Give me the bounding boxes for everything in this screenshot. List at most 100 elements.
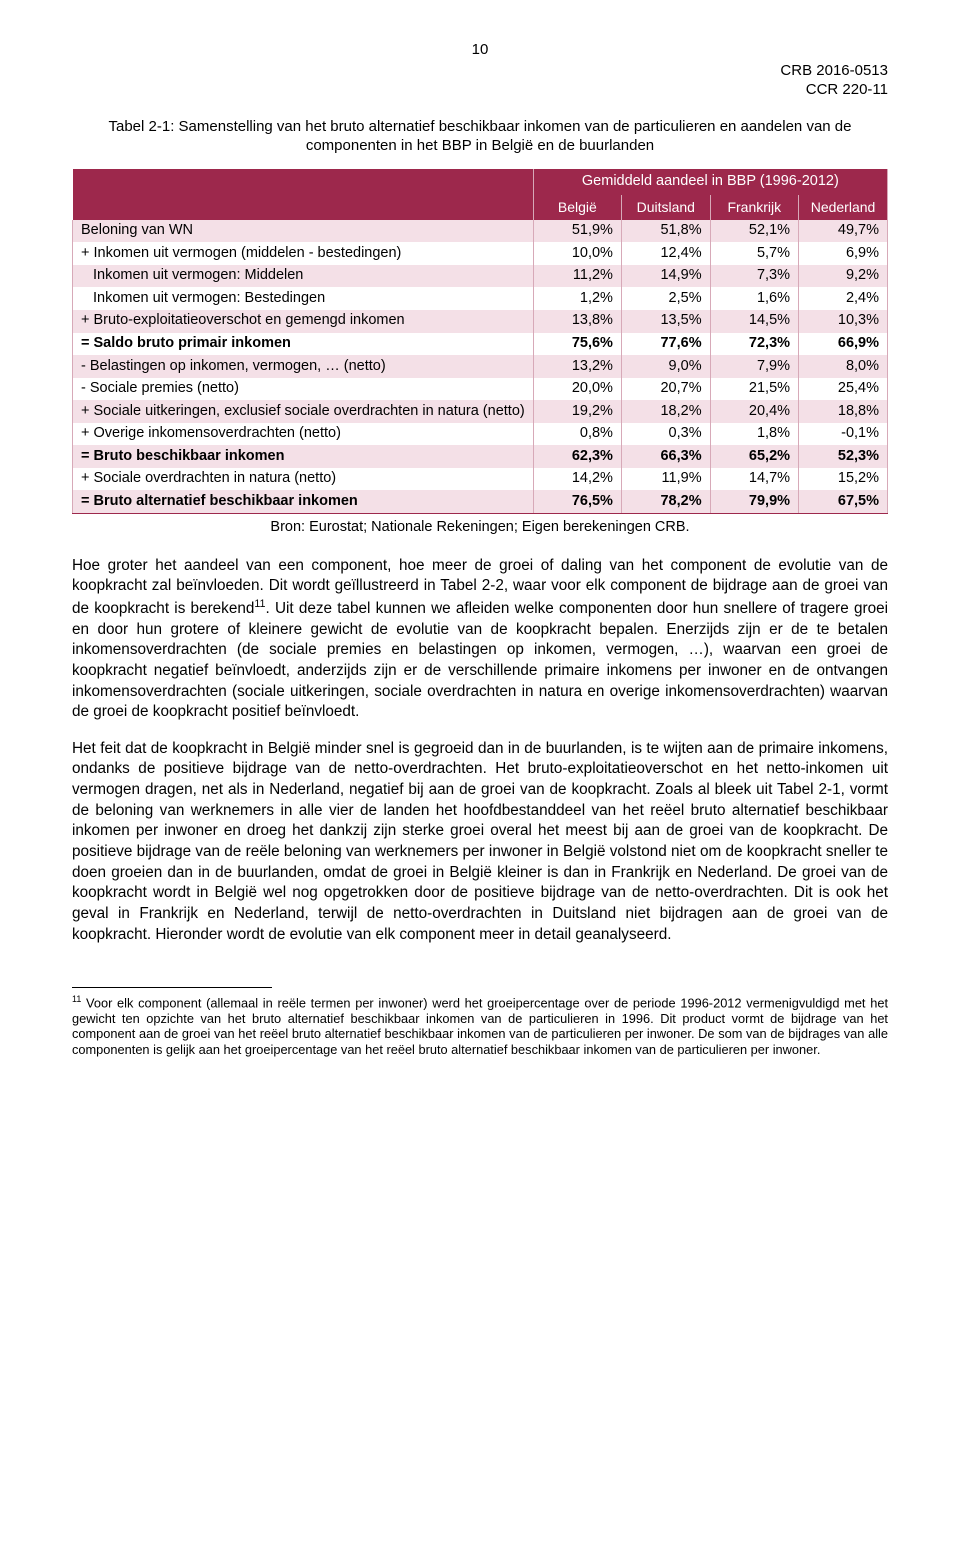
cell-value: 5,7% — [710, 242, 798, 265]
doc-id-2: CCR 220-11 — [806, 81, 888, 98]
cell-value: 65,2% — [710, 445, 798, 468]
table-row: - Belastingen op inkomen, vermogen, … (n… — [73, 355, 888, 378]
cell-value: 13,5% — [621, 310, 710, 333]
cell-value: 49,7% — [799, 220, 888, 243]
page-container: 10 CRB 2016-0513 CCR 220-11 Tabel 2-1: S… — [0, 0, 960, 1087]
table-row: + Bruto-exploitatieoverschot en gemengd … — [73, 310, 888, 333]
paragraph-2: Het feit dat de koopkracht in België min… — [72, 739, 888, 945]
table-row: Beloning van WN51,9%51,8%52,1%49,7% — [73, 220, 888, 243]
cell-value: 21,5% — [710, 378, 798, 401]
column-header: Nederland — [799, 195, 888, 220]
table-title: Tabel 2-1: Samenstelling van het bruto a… — [82, 118, 878, 156]
cell-value: 78,2% — [621, 490, 710, 513]
cell-value: 15,2% — [799, 468, 888, 491]
footnote-separator — [72, 987, 272, 988]
cell-value: 76,5% — [533, 490, 621, 513]
cell-value: 11,2% — [533, 265, 621, 288]
cell-value: 9,0% — [621, 355, 710, 378]
doc-id-1: CRB 2016-0513 — [780, 62, 888, 79]
table-corner — [73, 169, 534, 219]
footnote: 11 Voor elk component (allemaal in reële… — [72, 994, 888, 1057]
cell-value: 1,8% — [710, 423, 798, 446]
cell-value: 0,8% — [533, 423, 621, 446]
row-label: + Overige inkomensoverdrachten (netto) — [73, 423, 534, 446]
document-id: CRB 2016-0513 CCR 220-11 — [72, 62, 888, 100]
row-label: + Inkomen uit vermogen (middelen - beste… — [73, 242, 534, 265]
cell-value: 62,3% — [533, 445, 621, 468]
table-row: - Sociale premies (netto)20,0%20,7%21,5%… — [73, 378, 888, 401]
table-row: + Sociale overdrachten in natura (netto)… — [73, 468, 888, 491]
cell-value: 10,0% — [533, 242, 621, 265]
data-table: Gemiddeld aandeel in BBP (1996-2012) Bel… — [72, 169, 888, 514]
row-label: + Sociale overdrachten in natura (netto) — [73, 468, 534, 491]
row-label: - Sociale premies (netto) — [73, 378, 534, 401]
table-row: + Overige inkomensoverdrachten (netto)0,… — [73, 423, 888, 446]
table-group-header: Gemiddeld aandeel in BBP (1996-2012) — [533, 169, 887, 195]
cell-value: 66,9% — [799, 333, 888, 356]
row-label: - Belastingen op inkomen, vermogen, … (n… — [73, 355, 534, 378]
cell-value: 14,9% — [621, 265, 710, 288]
cell-value: 0,3% — [621, 423, 710, 446]
cell-value: 8,0% — [799, 355, 888, 378]
row-label: = Saldo bruto primair inkomen — [73, 333, 534, 356]
page-number: 10 — [72, 40, 888, 60]
cell-value: 18,2% — [621, 400, 710, 423]
row-label: = Bruto beschikbaar inkomen — [73, 445, 534, 468]
table-row: + Sociale uitkeringen, exclusief sociale… — [73, 400, 888, 423]
cell-value: 11,9% — [621, 468, 710, 491]
cell-value: 9,2% — [799, 265, 888, 288]
column-header: Frankrijk — [710, 195, 798, 220]
column-header: België — [533, 195, 621, 220]
row-label: Inkomen uit vermogen: Middelen — [73, 265, 534, 288]
cell-value: 19,2% — [533, 400, 621, 423]
row-label: Inkomen uit vermogen: Bestedingen — [73, 287, 534, 310]
cell-value: 77,6% — [621, 333, 710, 356]
cell-value: 79,9% — [710, 490, 798, 513]
cell-value: 52,1% — [710, 220, 798, 243]
footnote-text: Voor elk component (allemaal in reële te… — [72, 995, 888, 1056]
row-label: = Bruto alternatief beschikbaar inkomen — [73, 490, 534, 513]
cell-value: 2,5% — [621, 287, 710, 310]
cell-value: 7,9% — [710, 355, 798, 378]
cell-value: 6,9% — [799, 242, 888, 265]
cell-value: 67,5% — [799, 490, 888, 513]
cell-value: 14,2% — [533, 468, 621, 491]
cell-value: 1,2% — [533, 287, 621, 310]
table-row: = Bruto alternatief beschikbaar inkomen7… — [73, 490, 888, 513]
cell-value: 12,4% — [621, 242, 710, 265]
cell-value: 10,3% — [799, 310, 888, 333]
cell-value: 18,8% — [799, 400, 888, 423]
cell-value: 51,9% — [533, 220, 621, 243]
cell-value: -0,1% — [799, 423, 888, 446]
row-label: + Sociale uitkeringen, exclusief sociale… — [73, 400, 534, 423]
footnote-ref: 11 — [254, 598, 265, 610]
cell-value: 20,7% — [621, 378, 710, 401]
cell-value: 13,2% — [533, 355, 621, 378]
table-row: Inkomen uit vermogen: Middelen11,2%14,9%… — [73, 265, 888, 288]
cell-value: 66,3% — [621, 445, 710, 468]
row-label: Beloning van WN — [73, 220, 534, 243]
cell-value: 1,6% — [710, 287, 798, 310]
cell-value: 7,3% — [710, 265, 798, 288]
cell-value: 25,4% — [799, 378, 888, 401]
table-row: + Inkomen uit vermogen (middelen - beste… — [73, 242, 888, 265]
table-row: = Saldo bruto primair inkomen75,6%77,6%7… — [73, 333, 888, 356]
cell-value: 75,6% — [533, 333, 621, 356]
cell-value: 20,0% — [533, 378, 621, 401]
cell-value: 13,8% — [533, 310, 621, 333]
cell-value: 51,8% — [621, 220, 710, 243]
cell-value: 20,4% — [710, 400, 798, 423]
cell-value: 52,3% — [799, 445, 888, 468]
table-row: = Bruto beschikbaar inkomen62,3%66,3%65,… — [73, 445, 888, 468]
paragraph-1: Hoe groter het aandeel van een component… — [72, 556, 888, 723]
table-row: Inkomen uit vermogen: Bestedingen1,2%2,5… — [73, 287, 888, 310]
cell-value: 2,4% — [799, 287, 888, 310]
column-header: Duitsland — [621, 195, 710, 220]
row-label: + Bruto-exploitatieoverschot en gemengd … — [73, 310, 534, 333]
cell-value: 14,7% — [710, 468, 798, 491]
para1-b: . Uit deze tabel kunnen we afleiden welk… — [72, 600, 888, 720]
cell-value: 14,5% — [710, 310, 798, 333]
table-source: Bron: Eurostat; Nationale Rekeningen; Ei… — [72, 518, 888, 538]
footnote-number: 11 — [72, 994, 81, 1004]
cell-value: 72,3% — [710, 333, 798, 356]
